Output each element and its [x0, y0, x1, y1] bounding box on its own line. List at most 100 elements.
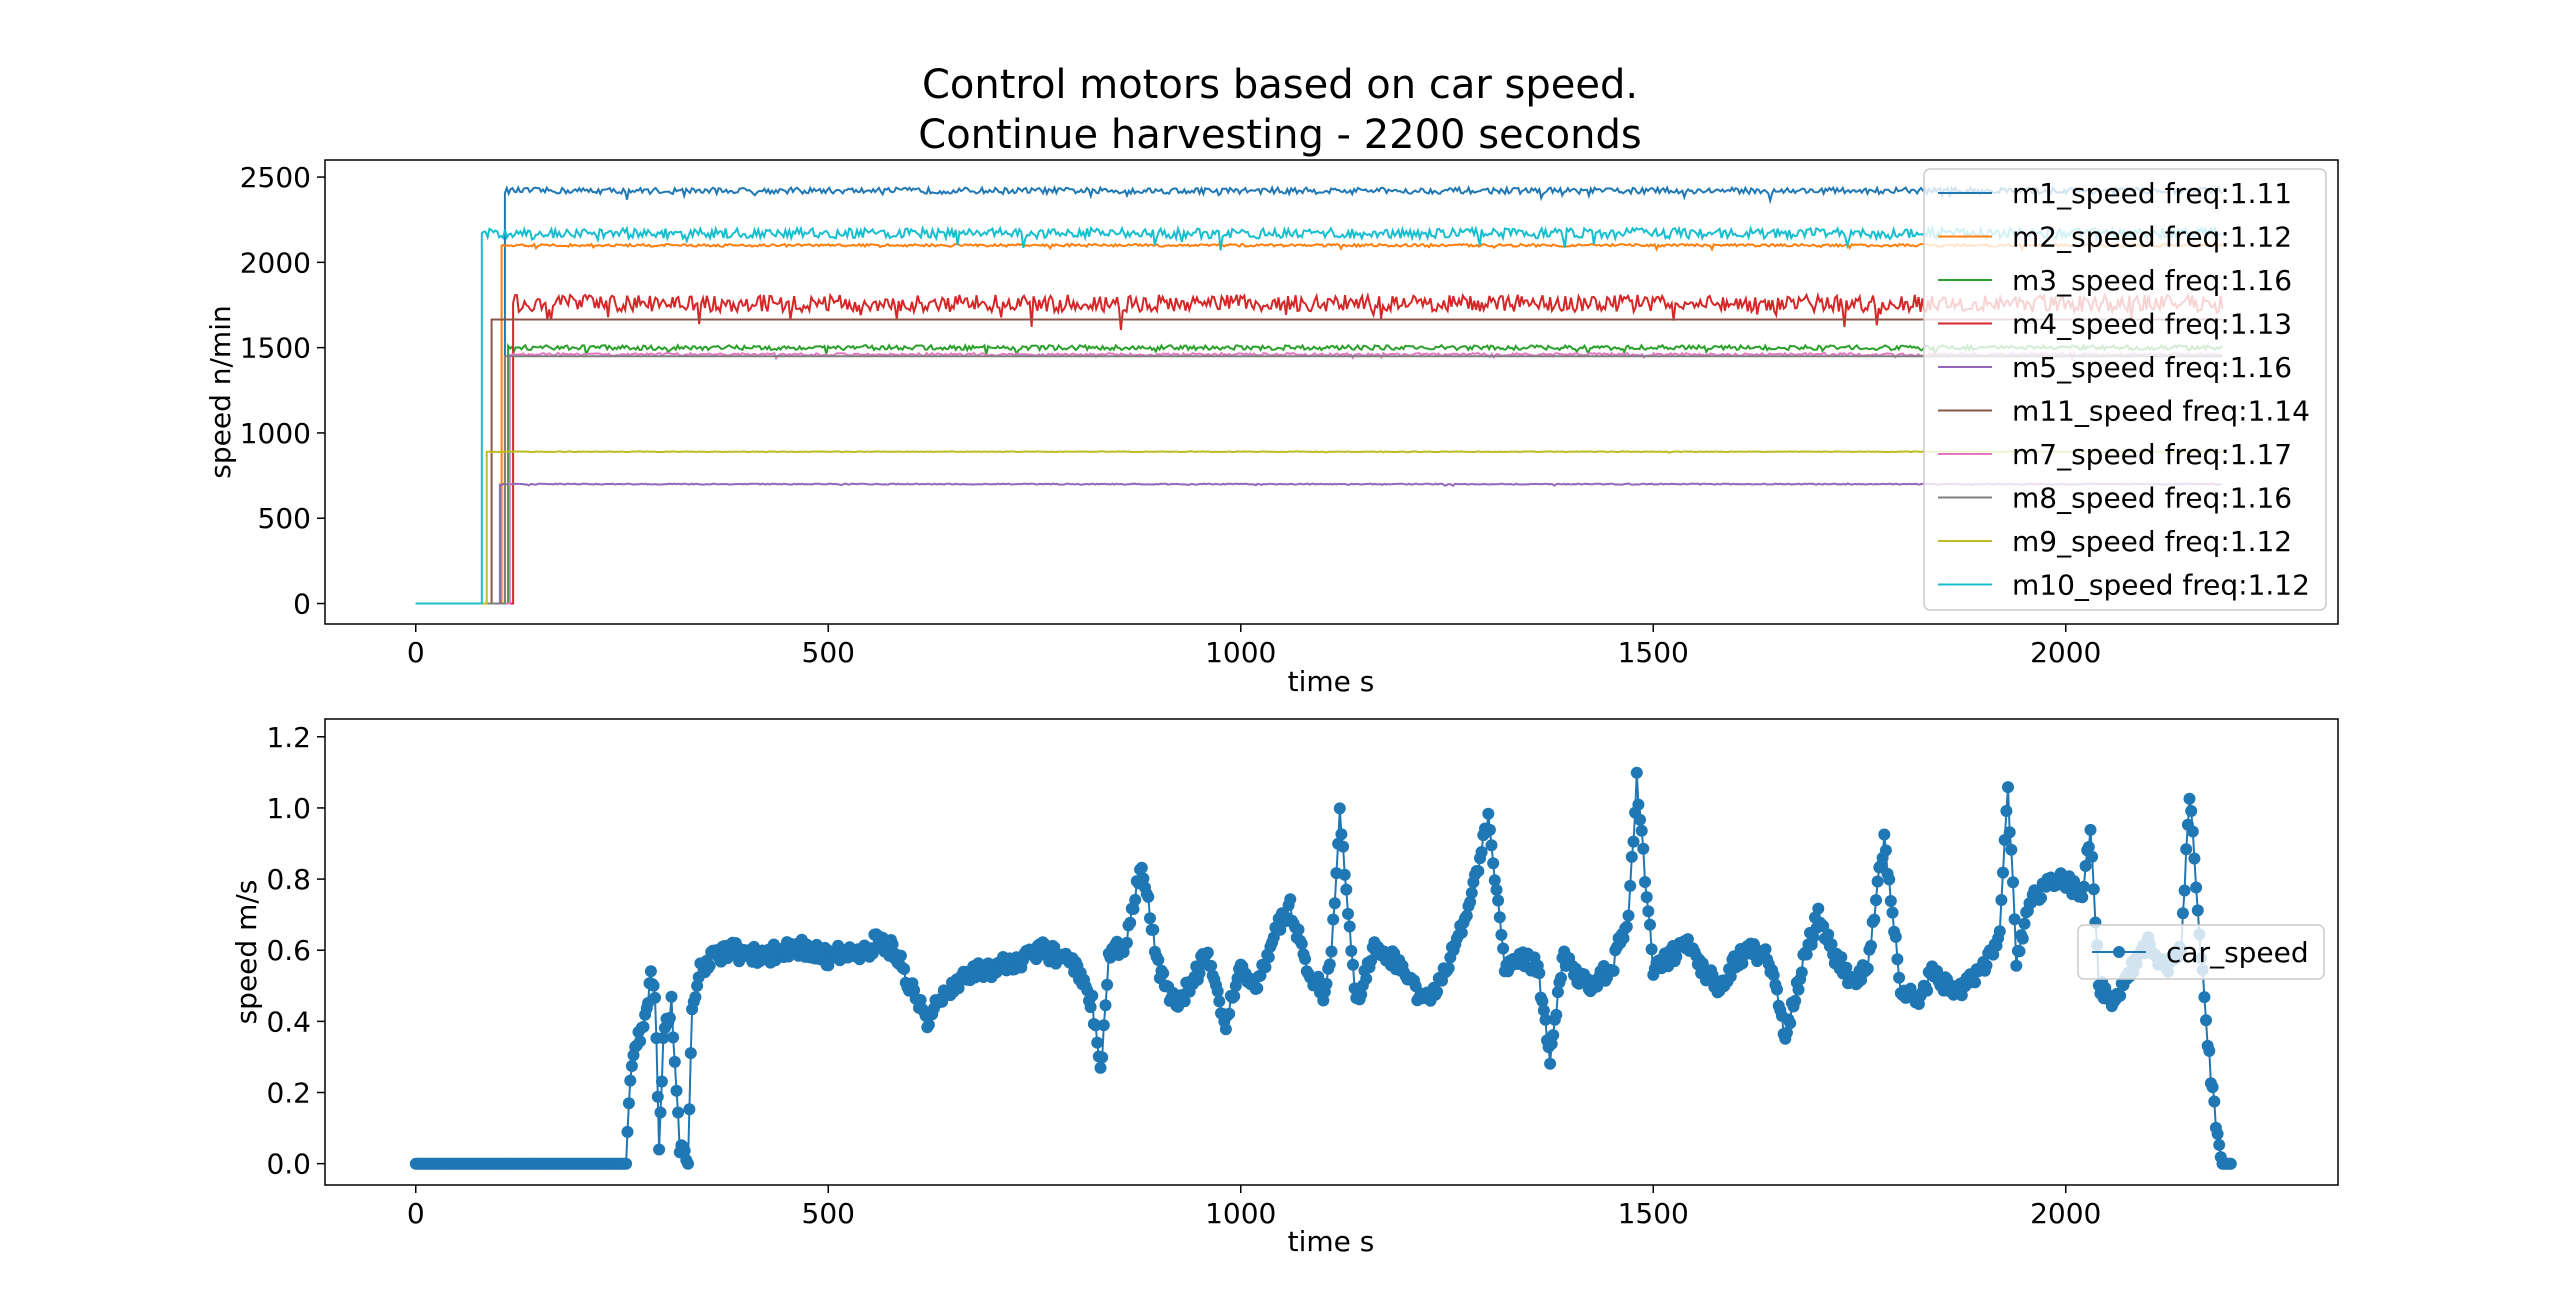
legend-label-m10-speed: m10_speed freq:1.12	[2012, 569, 2310, 602]
legend-label-m5-speed: m5_speed freq:1.16	[2012, 351, 2292, 384]
car-speed-point	[2008, 913, 2021, 926]
legend-label-m8-speed: m8_speed freq:1.16	[2012, 482, 2292, 515]
car-speed-point	[620, 1157, 633, 1170]
car-speed-y-tick-label: 0.6	[266, 934, 311, 967]
car-speed-point	[2200, 1014, 2212, 1027]
car-speed-point	[1921, 984, 1934, 997]
motor-speed-legend-box	[1923, 168, 2327, 611]
car-speed-point	[655, 1075, 668, 1088]
legend-label-m2-speed: m2_speed freq:1.12	[2012, 221, 2292, 254]
car-speed-point	[914, 994, 927, 1006]
car-speed-point	[1639, 876, 1651, 888]
car-speed-point	[1360, 972, 1373, 985]
legend-label-m1-speed: m1_speed freq:1.11	[2012, 177, 2292, 210]
car-speed-point	[1193, 967, 1206, 980]
car-speed-point	[1533, 967, 1546, 980]
car-speed-point	[1780, 1026, 1793, 1039]
car-speed-point	[1995, 894, 2008, 906]
car-speed-point	[1124, 916, 1137, 929]
car-speed-point	[1157, 967, 1170, 980]
legend-marker-car-speed	[2113, 946, 2125, 958]
car-speed-point	[670, 1084, 683, 1097]
car-speed-point	[1550, 1008, 1563, 1021]
car-speed-point	[1771, 983, 1783, 996]
car-speed-point	[1120, 936, 1133, 949]
car-speed-point	[1544, 1057, 1557, 1070]
car-speed-point	[1551, 986, 1564, 999]
car-speed-point	[1547, 1029, 1560, 1042]
car-speed-point	[1094, 1061, 1107, 1074]
car-speed-point	[2190, 881, 2203, 894]
car-speed-point	[1625, 850, 1638, 863]
car-speed-point	[1328, 897, 1341, 910]
car-speed-point	[1487, 857, 1500, 870]
motor-speed-x-tick-label: 2000	[2030, 636, 2101, 669]
car-speed-x-tick-label: 2000	[2030, 1197, 2101, 1230]
car-speed-point	[1865, 939, 1877, 952]
car-speed-point	[689, 991, 702, 1004]
car-speed-point	[1431, 985, 1444, 998]
car-speed-point	[1622, 909, 1635, 922]
car-speed-point	[1879, 844, 1892, 857]
car-speed-point	[649, 991, 661, 1004]
motor-speed-x-tick-label: 1000	[1205, 636, 1276, 669]
car-speed-point	[898, 963, 911, 975]
car-speed-point	[1795, 966, 1808, 979]
motor-speed-x-axis-label: time s	[1288, 665, 1375, 698]
car-speed-point	[1980, 959, 1993, 972]
car-speed-point	[1135, 861, 1148, 874]
car-speed-point	[1201, 946, 1214, 959]
car-speed-markers	[409, 766, 2237, 1170]
car-speed-point	[2010, 959, 2023, 972]
car-speed-point	[1861, 962, 1874, 975]
car-speed-point	[1464, 896, 1477, 909]
car-speed-point	[1262, 951, 1275, 964]
motor-speed-y-tick-label: 0	[293, 588, 311, 621]
motor-speed-y-tick-label: 2500	[240, 161, 311, 194]
car-speed-point	[672, 1106, 685, 1119]
car-speed-point	[1681, 933, 1694, 946]
car-speed-point	[678, 1144, 691, 1157]
car-speed-point	[1835, 951, 1848, 964]
legend-label-m3-speed: m3_speed freq:1.16	[2012, 264, 2292, 297]
car-speed-point	[2000, 805, 2013, 817]
car-speed-point	[1292, 923, 1305, 936]
motor-speed-y-tick-label: 1500	[240, 332, 311, 365]
car-speed-point	[2206, 1081, 2219, 1094]
car-speed-point	[1475, 846, 1488, 858]
car-speed-point	[1251, 982, 1264, 995]
legend-label-car-speed: car_speed	[2166, 936, 2309, 969]
legend-label-m11-speed: m11_speed freq:1.14	[2012, 395, 2310, 428]
car-speed-point	[1840, 961, 1853, 974]
car-speed-point	[1889, 930, 1902, 943]
car-speed-point	[2003, 826, 2016, 839]
car-speed-legend-box	[2077, 924, 2325, 980]
car-speed-point	[1284, 893, 1297, 906]
car-speed-y-tick-label: 0.2	[266, 1077, 311, 1110]
car-speed-y-tick-label: 1.0	[266, 792, 311, 825]
car-speed-point	[668, 1055, 681, 1068]
car-speed-point	[2077, 880, 2090, 893]
car-speed-point	[651, 1090, 664, 1103]
car-speed-point	[2203, 1044, 2216, 1057]
car-speed-point	[2185, 805, 2198, 817]
motor-speed-y-tick-label: 500	[258, 502, 311, 535]
car-speed-point	[1997, 866, 2009, 879]
car-speed-point	[1365, 954, 1378, 967]
car-speed-point	[2035, 892, 2047, 904]
car-speed-point	[663, 1011, 676, 1024]
car-speed-point	[2079, 860, 2092, 872]
car-speed-point	[1295, 937, 1308, 950]
car-speed-point	[2191, 904, 2204, 917]
car-speed-point	[1483, 823, 1496, 836]
car-speed-point	[1792, 983, 1805, 996]
car-speed-point	[1807, 931, 1820, 944]
motor-speed-plot-frame	[324, 159, 2339, 625]
car-speed-point	[1627, 835, 1640, 848]
car-speed-point	[1347, 958, 1359, 971]
car-speed-x-tick-label: 0	[407, 1197, 425, 1230]
car-speed-point	[1259, 961, 1272, 974]
legend-label-m4-speed: m4_speed freq:1.13	[2012, 308, 2292, 341]
car-speed-point	[2016, 932, 2029, 945]
